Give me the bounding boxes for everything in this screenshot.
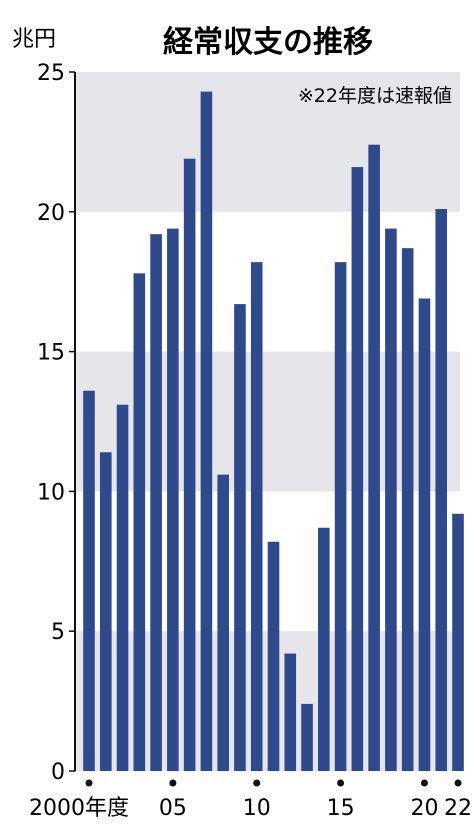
y-tick-label: 20: [37, 201, 65, 226]
y-tick-label: 25: [37, 61, 65, 86]
grid-band: [75, 72, 460, 212]
bar-2017: [368, 144, 380, 772]
bar-2001: [99, 452, 112, 771]
bar-2007: [200, 91, 213, 771]
bar-2004: [150, 234, 162, 772]
y-tick-label: 0: [51, 760, 65, 785]
x-tick-dot: [169, 779, 177, 787]
x-tick-label: 05: [159, 796, 187, 821]
x-tick-dot: [420, 779, 428, 787]
x-tick-dot: [454, 779, 462, 787]
x-tick-label: 22: [444, 796, 472, 821]
bar-2011: [267, 541, 280, 771]
bar-2006: [183, 158, 196, 771]
bar-2019: [401, 248, 414, 771]
bar-2005: [167, 228, 179, 772]
bar-2016: [351, 167, 364, 772]
x-tick-dot: [337, 779, 345, 787]
bar-2022: [452, 513, 464, 771]
bar-2010: [250, 262, 263, 771]
y-tick-label: 15: [37, 341, 65, 366]
x-tick-dot: [85, 779, 93, 787]
y-tick-label: 10: [37, 480, 65, 505]
y-axis: 0 5 10 15 20 25: [37, 61, 75, 785]
bar-2020: [418, 298, 431, 771]
x-tick-label: 10: [243, 796, 271, 821]
bars: [83, 91, 464, 772]
x-axis: 2000年度 05 10 15 20 22: [29, 779, 472, 821]
bar-2014: [318, 527, 330, 771]
chart-title: 経常収支の推移: [163, 25, 373, 60]
chart-note: ※22年度は速報値: [298, 85, 452, 107]
bar-2009: [234, 304, 246, 771]
bar-2003: [133, 273, 146, 771]
unit-label: 兆円: [12, 27, 56, 52]
x-tick-label: 20: [410, 796, 438, 821]
bar-2018: [385, 228, 397, 772]
bar-2021: [435, 209, 448, 771]
bar-2012: [284, 653, 297, 771]
bar-2008: [217, 474, 229, 771]
bar-2013: [301, 703, 313, 771]
x-tick-label: 15: [327, 796, 355, 821]
bar-2002: [116, 404, 129, 771]
y-tick-label: 5: [51, 620, 65, 645]
bar-2015: [334, 262, 347, 771]
bar-2000: [83, 390, 95, 771]
x-tick-label: 2000年度: [29, 796, 129, 821]
x-tick-dot: [253, 779, 261, 787]
